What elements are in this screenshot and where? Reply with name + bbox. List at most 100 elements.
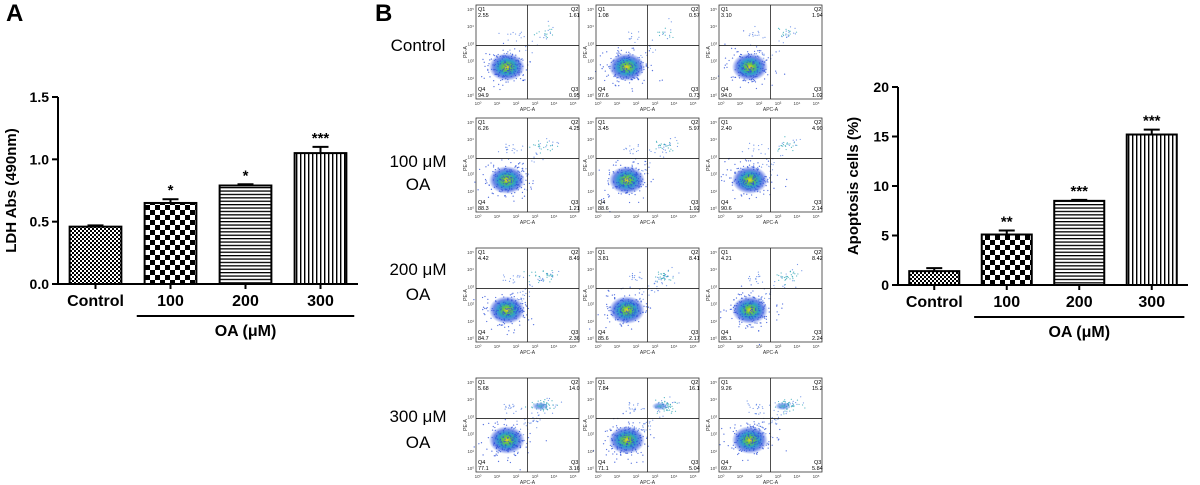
flow-plot: Q14.42Q28.49Q484.7Q32.3610⁰10⁰10¹10¹10²1…: [463, 247, 580, 356]
event-dot: [763, 180, 766, 182]
event-dot: [629, 183, 631, 186]
event-dot: [724, 64, 726, 66]
y-tick-label: 5: [881, 228, 889, 244]
event-dot: [628, 431, 631, 433]
event-dot: [512, 177, 514, 179]
event-dot: [659, 276, 661, 278]
event-dot: [515, 165, 517, 167]
event-dot: [756, 75, 758, 78]
density-core: [531, 402, 548, 411]
event-dot: [753, 319, 755, 321]
event-dot: [669, 141, 671, 144]
event-dot: [634, 409, 636, 411]
event-dot: [657, 289, 659, 292]
event-dot: [627, 311, 629, 313]
event-dot: [520, 434, 522, 436]
event-dot: [739, 65, 741, 68]
event-dot: [617, 47, 620, 49]
event-dot: [792, 278, 794, 280]
x-tick-label: 10⁰: [475, 344, 482, 349]
flow-y-axis-label: PE-A: [706, 289, 712, 301]
event-dot: [607, 308, 609, 310]
event-dot: [640, 429, 642, 431]
event-dot: [521, 311, 523, 313]
event-dot: [616, 303, 619, 305]
quadrant-percent-q1: 7.84: [598, 386, 609, 392]
event-dot: [614, 63, 616, 66]
x-tick-label: 10⁵: [690, 474, 697, 479]
event-dot: [516, 181, 518, 183]
event-dot: [765, 181, 767, 183]
event-dot: [731, 184, 734, 186]
event-dot: [520, 31, 522, 33]
event-dot: [509, 174, 511, 176]
event-dot: [510, 62, 512, 65]
event-dot: [752, 175, 755, 178]
x-tick-label: 10⁰: [718, 344, 725, 349]
event-dot: [758, 302, 760, 304]
event-dot: [663, 397, 665, 399]
x-tick-label: 10⁴: [551, 474, 558, 479]
event-dot: [519, 162, 521, 164]
event-dot: [642, 454, 644, 456]
event-dot: [615, 75, 617, 77]
event-dot: [503, 59, 505, 62]
event-dot: [631, 278, 633, 281]
event-dot: [506, 52, 508, 55]
event-dot: [499, 309, 502, 311]
event-dot: [777, 27, 780, 30]
event-dot: [510, 427, 513, 429]
event-dot: [753, 453, 755, 455]
quadrant-percent-q3: 1.21: [569, 206, 580, 212]
group-label: OA (μM): [215, 323, 277, 340]
event-dot: [509, 72, 512, 74]
event-dot: [781, 303, 784, 305]
event-dot: [750, 194, 753, 196]
event-dot: [527, 436, 530, 439]
event-dot: [624, 312, 626, 314]
event-dot: [507, 189, 509, 192]
event-dot: [523, 35, 525, 38]
event-dot: [503, 276, 505, 278]
event-dot: [632, 71, 634, 73]
event-dot: [642, 435, 644, 438]
event-dot: [507, 326, 510, 328]
event-dot: [494, 422, 496, 424]
event-dot: [629, 275, 631, 277]
event-dot: [624, 63, 627, 66]
event-dot: [745, 185, 747, 187]
event-dot: [741, 438, 744, 441]
event-dot: [732, 76, 734, 78]
event-dot: [661, 147, 663, 150]
event-dot: [746, 422, 748, 424]
event-dot: [748, 275, 751, 278]
event-dot: [738, 294, 741, 296]
event-dot: [501, 188, 503, 191]
event-dot: [494, 426, 496, 429]
event-dot: [734, 441, 736, 444]
event-dot: [763, 307, 765, 309]
event-dot: [543, 279, 545, 281]
event-dot: [747, 175, 750, 178]
density-core: [731, 166, 768, 195]
event-dot: [513, 295, 515, 298]
event-dot: [612, 164, 615, 166]
event-dot: [751, 426, 753, 428]
event-dot: [599, 55, 601, 57]
event-dot: [736, 302, 738, 305]
event-dot: [738, 318, 741, 320]
event-dot: [776, 304, 778, 306]
y-tick-label: 10²: [587, 59, 594, 64]
event-dot: [492, 54, 495, 56]
event-dot: [624, 436, 626, 439]
event-dot: [664, 275, 666, 277]
event-dot: [477, 189, 479, 191]
event-dot: [606, 64, 608, 66]
event-dot: [633, 70, 635, 72]
event-dot: [500, 308, 502, 310]
event-dot: [635, 65, 637, 67]
event-dot: [514, 307, 517, 309]
event-dot: [738, 316, 740, 319]
event-dot: [622, 319, 624, 322]
event-dot: [669, 403, 671, 406]
